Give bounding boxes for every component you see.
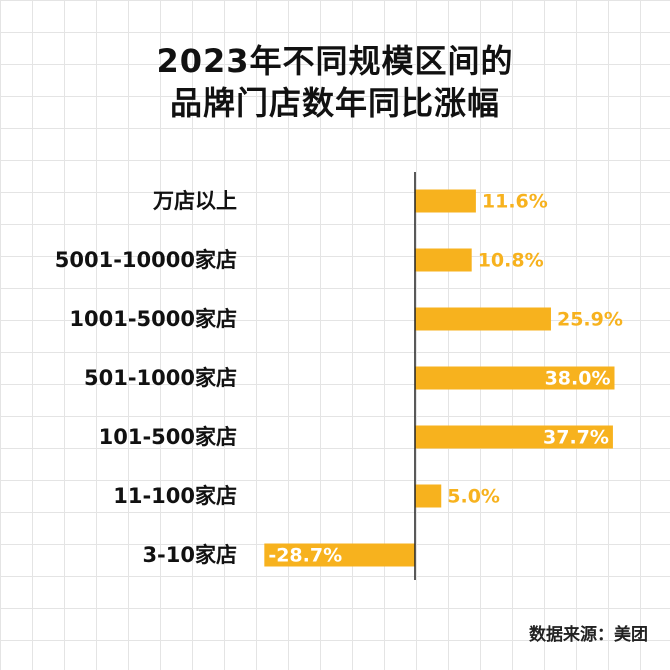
chart-title-line-2: 品牌门店数年同比涨幅 xyxy=(169,84,500,122)
category-label: 11-100家店 xyxy=(113,484,237,508)
value-label: 38.0% xyxy=(545,368,611,390)
value-label: 5.0% xyxy=(447,486,500,508)
value-label: 25.9% xyxy=(557,309,623,331)
bar xyxy=(415,189,476,213)
chart-title: 2023年不同规模区间的 品牌门店数年同比涨幅 xyxy=(0,40,670,124)
bar xyxy=(415,484,442,508)
category-label: 万店以上 xyxy=(152,189,237,213)
category-label: 1001-5000家店 xyxy=(69,307,237,331)
bar xyxy=(264,543,415,567)
data-source-note: 数据来源：美团 xyxy=(529,625,648,645)
category-label: 3-10家店 xyxy=(142,543,237,567)
bar xyxy=(415,425,613,449)
bar xyxy=(415,248,472,272)
bar xyxy=(415,307,551,331)
value-label: 11.6% xyxy=(482,191,548,213)
category-label: 501-1000家店 xyxy=(84,366,237,390)
value-label: 10.8% xyxy=(478,250,544,272)
bar xyxy=(415,366,615,390)
value-label: 37.7% xyxy=(543,427,609,449)
value-label: -28.7% xyxy=(268,545,342,567)
category-label: 101-500家店 xyxy=(99,425,237,449)
category-label: 5001-10000家店 xyxy=(55,248,237,272)
chart-title-line-1: 2023年不同规模区间的 xyxy=(156,42,514,80)
